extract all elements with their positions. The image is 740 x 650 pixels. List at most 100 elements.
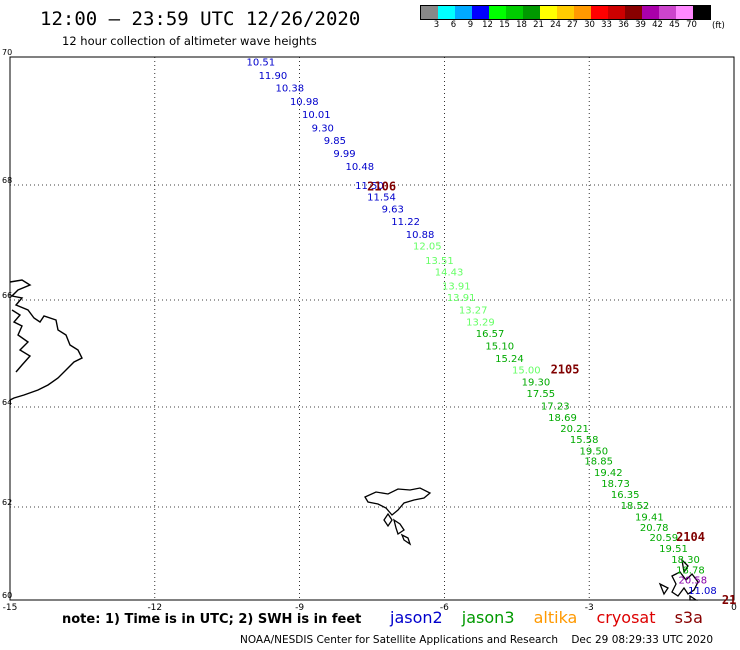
wave-height-value: 15.10 <box>485 341 514 352</box>
wave-height-value: 20.21 <box>560 424 589 435</box>
wave-height-value: 11.08 <box>688 586 717 597</box>
pass-number-label: 21 <box>722 593 736 607</box>
wave-height-value: 11.54 <box>367 193 396 204</box>
wave-height-value: 9.85 <box>324 136 346 147</box>
legend-label: 30 <box>584 20 595 30</box>
legend-swatch <box>574 6 591 19</box>
wave-height-value: 10.98 <box>290 97 319 108</box>
satellite-jason2: jason2 <box>390 608 443 627</box>
legend-swatch <box>591 6 608 19</box>
credit-line: NOAA/NESDIS Center for Satellite Applica… <box>240 634 714 646</box>
pass-number-label: 2104 <box>676 530 705 544</box>
legend-swatch <box>659 6 676 19</box>
longitude-label: 0 <box>731 603 737 613</box>
legend-swatches <box>420 5 711 20</box>
faroe-islands-coastline <box>364 487 432 546</box>
wave-height-value: 15.00 <box>512 366 541 377</box>
latitude-label: 66 <box>2 291 12 300</box>
legend-swatch <box>557 6 574 19</box>
legend-label: 3 <box>433 20 440 30</box>
legend-swatch <box>438 6 455 19</box>
legend-label: 33 <box>601 20 612 30</box>
wave-height-value: 13.91 <box>447 293 476 304</box>
wave-height-value: 10.48 <box>345 162 374 173</box>
legend-label: 42 <box>652 20 663 30</box>
wave-height-value: 16.57 <box>476 329 505 340</box>
wave-height-value: 19.50 <box>580 447 609 458</box>
pass-number-label: 2106 <box>367 180 396 194</box>
shetland-islands-coastline <box>658 558 699 601</box>
legend-swatch <box>642 6 659 19</box>
longitude-label: -15 <box>3 603 18 613</box>
satellite-jason3: jason3 <box>461 608 515 627</box>
legend-label: 45 <box>669 20 680 30</box>
legend-swatch <box>540 6 557 19</box>
latitude-label: 64 <box>2 398 12 407</box>
iceland-coastline <box>9 279 83 401</box>
legend-label: 39 <box>635 20 646 30</box>
legend-label: 21 <box>533 20 544 30</box>
legend-swatch <box>693 6 710 19</box>
map-frame <box>9 56 735 601</box>
latitude-label: 68 <box>2 176 12 185</box>
wave-height-value: 18.85 <box>584 457 613 468</box>
legend-swatch <box>625 6 642 19</box>
wave-height-value: 18.73 <box>601 479 630 490</box>
altimeter-track: 10.51 11.90 10.38 10.98 10.01 9.30 9.85 9.99 10.… <box>247 57 717 596</box>
wave-height-value: 13.91 <box>442 282 471 293</box>
legend-label: 6 <box>450 20 457 30</box>
latitude-label: 70 <box>2 48 12 57</box>
legend-swatch <box>489 6 506 19</box>
wave-height-value: 20.58 <box>678 576 707 587</box>
legend-label: 27 <box>567 20 578 30</box>
legend-swatch <box>523 6 540 19</box>
wave-height-value: 11.50 <box>355 181 384 192</box>
pass-labels: 2106 2105 2104 21 <box>367 180 736 607</box>
legend-label: 70 <box>686 20 697 30</box>
wave-height-value: 11.22 <box>391 217 420 228</box>
wave-height-value: 18.69 <box>548 413 577 424</box>
wave-height-value: 20.78 <box>640 523 669 534</box>
wave-height-value: 13.51 <box>425 256 454 267</box>
wave-height-value: 17.23 <box>541 401 570 412</box>
map-subtitle: 12 hour collection of altimeter wave hei… <box>62 34 317 48</box>
wave-height-value: 9.99 <box>333 149 355 160</box>
legend-swatch <box>676 6 693 19</box>
wave-height-value: 19.51 <box>659 544 688 555</box>
wave-height-value: 10.01 <box>302 110 331 121</box>
satellite-altika: altika <box>533 608 578 627</box>
wave-height-value: 10.51 <box>247 57 276 68</box>
legend-label: 18 <box>516 20 527 30</box>
latitude-label: 60 <box>2 591 12 600</box>
longitude-label: -12 <box>147 603 162 613</box>
wave-height-value: 9.30 <box>312 123 334 134</box>
legend-label: 9 <box>467 20 474 30</box>
wave-height-value: 14.43 <box>435 267 464 278</box>
legend-swatch <box>506 6 523 19</box>
wave-height-value: 18.30 <box>671 555 700 566</box>
lat-lon-grid <box>10 57 734 600</box>
longitude-label: -3 <box>585 603 594 613</box>
legend-swatch <box>472 6 489 19</box>
axis-labels: 70 68 66 64 62 60 -15 -12 -9 -6 -3 0 <box>2 48 737 613</box>
wave-height-value: 10.88 <box>406 230 435 241</box>
legend-swatch <box>608 6 625 19</box>
latitude-label: 62 <box>2 498 12 507</box>
wave-height-value: 15.58 <box>570 435 599 446</box>
color-legend: 3 6 9 12 15 18 21 24 27 30 33 36 39 42 45 70 (ft) <box>420 5 725 31</box>
wave-height-value: 15.24 <box>495 354 524 365</box>
footer-note: note: 1) Time is in UTC; 2) SWH is in fe… <box>62 612 362 627</box>
legend-labels: 3 6 9 12 15 18 21 24 27 30 33 36 39 42 45 70 <box>428 20 711 30</box>
longitude-label: -6 <box>440 603 449 613</box>
wave-height-value: 19.41 <box>635 512 664 523</box>
wave-height-value: 13.29 <box>466 317 495 328</box>
wave-height-value: 20.59 <box>650 533 679 544</box>
map-title: 12:00 – 23:59 UTC 12/26/2020 <box>40 8 361 30</box>
wave-height-value: 17.55 <box>526 389 555 400</box>
legend-label: 36 <box>618 20 629 30</box>
wave-height-value: 13.27 <box>459 306 488 317</box>
pass-number-label: 2105 <box>551 363 580 377</box>
satellite-legend: jason2 jason3 altika cryosat s3a <box>390 608 717 627</box>
wave-height-value: 18.52 <box>621 501 650 512</box>
